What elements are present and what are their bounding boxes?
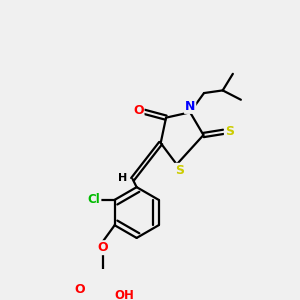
Text: S: S (225, 125, 234, 138)
Text: N: N (185, 100, 195, 113)
Text: O: O (133, 104, 144, 117)
Text: S: S (175, 164, 184, 177)
Text: O: O (97, 241, 108, 254)
Text: H: H (118, 173, 127, 183)
Text: Cl: Cl (88, 193, 100, 206)
Text: OH: OH (115, 289, 134, 300)
Text: O: O (75, 283, 86, 296)
